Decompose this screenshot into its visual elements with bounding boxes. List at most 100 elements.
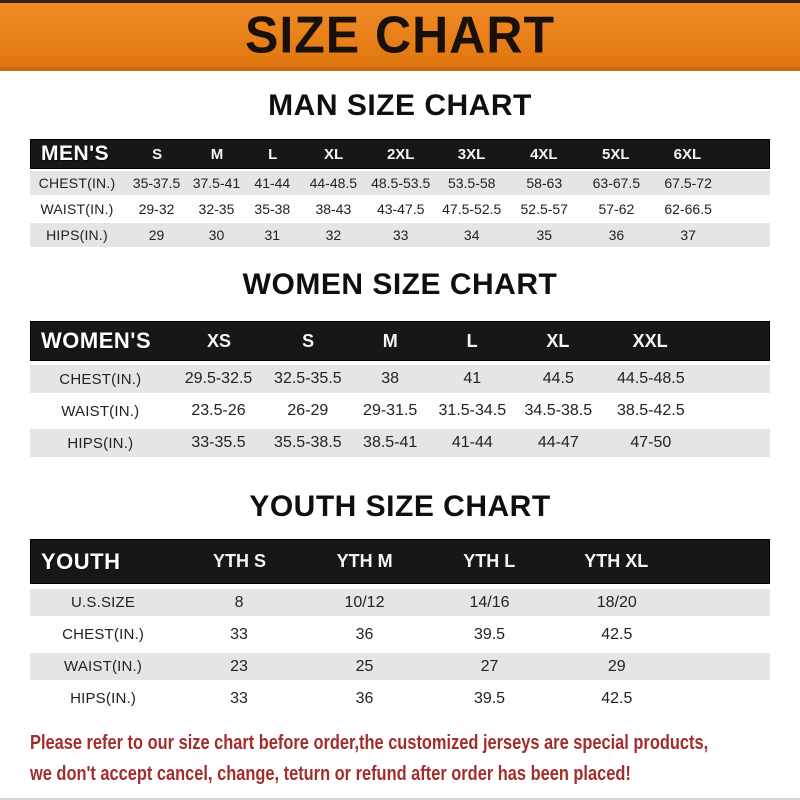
column-header: M <box>382 330 398 351</box>
section-title: MAN SIZE CHART <box>268 89 532 122</box>
table-group-label: MEN'S <box>41 142 110 165</box>
row-label: CHEST(IN.) <box>38 175 116 191</box>
table-cell: 44-47 <box>537 434 579 451</box>
table-cell: 37.5-41 <box>192 175 241 191</box>
table-row: WAIST(IN.) 23.5-26 26-29 29-31.5 31.5-34.5 34… <box>30 397 770 425</box>
table-cell: 47-50 <box>630 434 672 451</box>
table-cell: 42.5 <box>601 689 633 707</box>
table-cell: 33-35.5 <box>191 434 246 451</box>
column-header: 3XL <box>457 145 486 163</box>
section-title: WOMEN SIZE CHART <box>242 268 558 301</box>
table-cell: 39.5 <box>473 689 506 707</box>
page-title: SIZE CHART <box>245 5 555 65</box>
column-header: M <box>210 145 224 163</box>
table-cell: 35-37.5 <box>132 175 181 191</box>
table-cell: 34.5-38.5 <box>524 402 593 419</box>
column-header: 2XL <box>386 145 415 163</box>
column-header: XXL <box>632 330 668 351</box>
column-header: XL <box>323 145 344 163</box>
row-label: HIPS(IN.) <box>70 690 137 707</box>
row-label: CHEST(IN.) <box>62 626 145 643</box>
table-header-row: MEN'S S M L XL 2XL 3XL 4XL 5XL 6XL <box>30 139 770 169</box>
table-cell: 42.5 <box>601 625 633 643</box>
table-cell: 35.5-38.5 <box>274 434 342 451</box>
table-row: HIPS(IN.) 33 36 39.5 42.5 <box>30 685 770 712</box>
cell-filler <box>682 621 770 648</box>
table-cell: 38 <box>381 370 400 387</box>
size-chart-section-men: MAN SIZE CHART MEN'S S M L XL 2XL 3XL 4XL 5XL 6XL C… <box>0 90 800 247</box>
table-cell: 37 <box>680 227 696 243</box>
table-cell: 48.5-53.5 <box>371 175 431 191</box>
column-header: YTH L <box>463 551 516 571</box>
table-cell: 39.5 <box>473 625 506 643</box>
header-filler <box>723 140 769 168</box>
column-header: YTH M <box>336 551 393 571</box>
table-cell: 32 <box>325 227 342 243</box>
cell-filler <box>724 171 770 195</box>
table-cell: 25 <box>355 657 374 675</box>
column-header: YTH S <box>212 551 266 571</box>
cell-filler <box>682 653 770 680</box>
table-cell: 30 <box>208 227 225 243</box>
table-row: WAIST(IN.) 29-32 32-35 35-38 38-43 43-47.5 47.… <box>30 197 770 221</box>
footer-note: Please refer to our size chart before or… <box>30 728 800 790</box>
table-header-row: YOUTH YTH S YTH M YTH L YTH XL <box>30 539 770 584</box>
row-label: CHEST(IN.) <box>59 370 142 388</box>
table-cell: 41-44 <box>451 434 493 451</box>
table-cell: 29 <box>148 227 165 243</box>
table-cell: 35 <box>536 227 553 243</box>
banner: SIZE CHART <box>0 0 800 71</box>
table-cell: 23.5-26 <box>191 402 246 419</box>
table-cell: 58-63 <box>526 175 563 191</box>
size-table: MEN'S S M L XL 2XL 3XL 4XL 5XL 6XL CHEST(IN.) 35-37… <box>30 139 770 247</box>
table-cell: 14/16 <box>469 593 510 611</box>
table-row: CHEST(IN.) 35-37.5 37.5-41 41-44 44-48.5 48.5… <box>30 171 770 195</box>
table-cell: 47.5-52.5 <box>442 201 502 217</box>
cell-filler <box>682 589 770 616</box>
table-row: WAIST(IN.) 23 25 27 29 <box>30 653 770 680</box>
row-label: WAIST(IN.) <box>40 201 114 217</box>
table-cell: 32-35 <box>198 201 235 217</box>
table-cell: 67.5-72 <box>664 175 712 191</box>
table-cell: 10/12 <box>344 593 385 611</box>
table-cell: 36 <box>608 227 625 243</box>
table-cell: 29 <box>607 657 626 675</box>
row-label: HIPS(IN.) <box>67 434 134 452</box>
row-label: WAIST(IN.) <box>64 658 143 675</box>
table-cell: 36 <box>355 689 374 707</box>
column-header: XS <box>206 330 231 351</box>
footer-line-2: we don't accept cancel, change, teturn o… <box>30 763 631 785</box>
column-header: L <box>466 330 478 351</box>
table-row: HIPS(IN.) 29 30 31 32 33 34 35 36 37 <box>30 223 770 247</box>
cell-filler <box>699 429 770 457</box>
section-title: YOUTH SIZE CHART <box>249 490 551 523</box>
table-cell: 29-32 <box>138 201 175 217</box>
cell-filler <box>699 397 770 425</box>
table-cell: 38.5-42.5 <box>617 402 685 419</box>
table-cell: 35-38 <box>254 201 291 217</box>
table-cell: 41-44 <box>254 175 291 191</box>
column-header: L <box>268 145 278 163</box>
table-cell: 26-29 <box>287 402 329 419</box>
column-header: 5XL <box>602 145 630 163</box>
table-cell: 38.5-41 <box>363 434 418 451</box>
table-cell: 63-67.5 <box>592 175 641 191</box>
table-cell: 57-62 <box>598 201 635 217</box>
column-header: 6XL <box>673 145 702 163</box>
header-filler <box>698 322 769 360</box>
table-cell: 44.5-48.5 <box>617 370 685 387</box>
table-cell: 43-47.5 <box>376 201 425 217</box>
table-cell: 32.5-35.5 <box>274 370 342 387</box>
table-cell: 8 <box>234 593 244 611</box>
size-table: WOMEN'S XS S M L XL XXL CHEST(IN.) 29.5-32.5 32.5… <box>30 321 770 457</box>
table-cell: 31.5-34.5 <box>438 402 507 419</box>
column-header: S <box>302 330 315 351</box>
size-chart-section-youth: YOUTH SIZE CHART YOUTH YTH S YTH M YTH L YTH … <box>0 491 800 712</box>
table-row: CHEST(IN.) 29.5-32.5 32.5-35.5 38 41 44.5 44.5… <box>30 365 770 393</box>
table-cell: 52.5-57 <box>520 201 568 217</box>
cell-filler <box>699 365 770 393</box>
table-cell: 36 <box>355 625 374 643</box>
row-label: HIPS(IN.) <box>46 227 108 243</box>
table-row: U.S.SIZE 8 10/12 14/16 18/20 <box>30 589 770 616</box>
